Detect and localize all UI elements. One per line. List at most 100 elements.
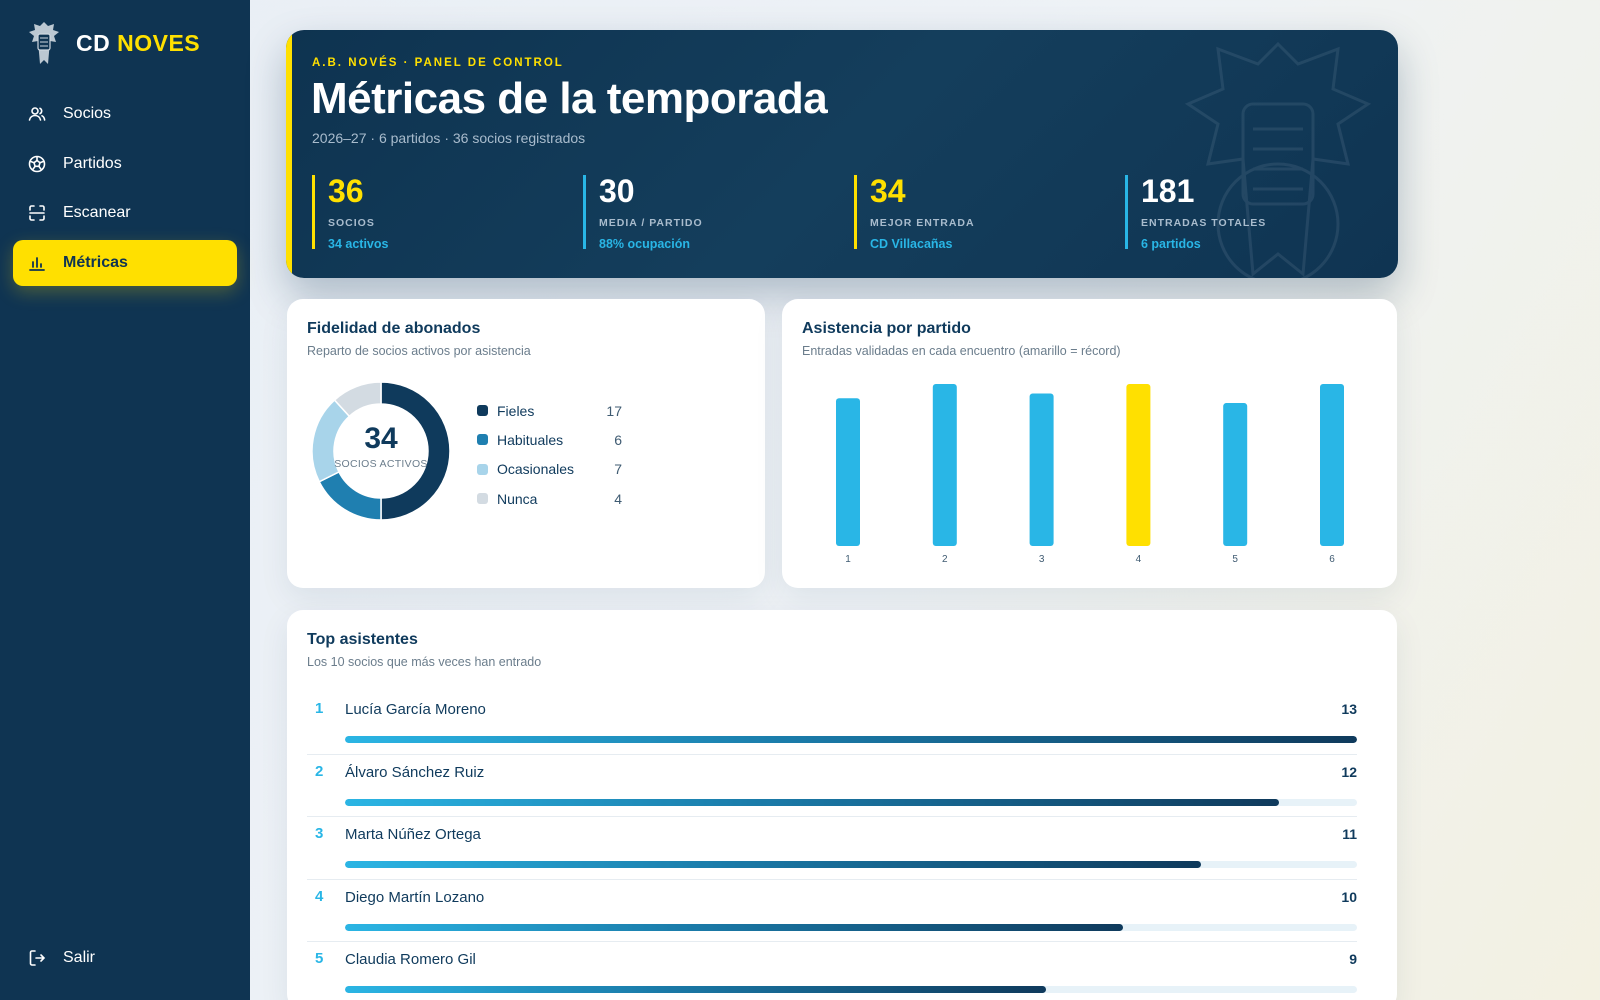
progress-fill: [345, 861, 1202, 868]
nav-item-partidos[interactable]: Partidos: [13, 141, 237, 187]
bar-partido-1: [836, 398, 860, 546]
donut-svg: [311, 381, 451, 521]
crest-watermark-icon: [1184, 41, 1372, 278]
legend-item-ocasionales: Ocasionales 7: [477, 455, 622, 484]
progress-track: [345, 923, 1357, 931]
kpi-value: 30: [599, 173, 635, 209]
donut-center: 34 SOCIOS ACTIVOS: [311, 422, 451, 471]
member-name: Marta Núñez Ortega: [345, 826, 481, 843]
list-item[interactable]: 3 Marta Núñez Ortega 11: [307, 817, 1357, 880]
hero-eyebrow: A.B. NOVÉS · PANEL DE CONTROL: [312, 57, 564, 69]
donut-slice-habituales: [318, 470, 382, 521]
progress-track: [345, 986, 1357, 993]
list-item[interactable]: 2 Álvaro Sánchez Ruiz 12: [307, 755, 1357, 817]
member-name: Claudia Romero Gil: [345, 951, 476, 968]
donut-slice-fieles: [380, 381, 451, 521]
donut-legend: Fieles 17 Habituales 6 Ocasionales 7 Nun…: [477, 396, 622, 513]
member-name: Diego Martín Lozano: [345, 888, 485, 906]
legend-item-nunca: Nunca 4: [477, 484, 622, 513]
top-attendees-card: Top asistentes Los 10 socios que más vec…: [287, 610, 1397, 1000]
list-item[interactable]: 4 Diego Martín Lozano 10: [307, 880, 1357, 942]
kpi-strip: 36 SOCIOS 34 activos 30 MEDIA / PARTIDO …: [312, 175, 1392, 251]
attendance-count: 12: [1341, 763, 1357, 780]
legend-value: 17: [606, 402, 622, 419]
attendance-bar-chart: 1 2 3 4 5 6: [836, 384, 1344, 565]
nav-label: Escanear: [63, 204, 131, 221]
bar-partido-3: [1029, 393, 1054, 546]
legend-label: Ocasionales: [497, 461, 575, 478]
loyalty-card: Fidelidad de abonados Reparto de socios …: [287, 299, 765, 588]
brand[interactable]: CD NOVES: [26, 20, 200, 66]
card-title: Fidelidad de abonados: [307, 320, 481, 337]
kpi-value: 34: [870, 173, 906, 209]
logout-button[interactable]: Salir: [27, 948, 95, 968]
attendance-count: 13: [1341, 701, 1357, 717]
page-title: Métricas de la temporada: [311, 74, 828, 123]
legend-value: 7: [614, 461, 622, 478]
kpi-label: SOCIOS: [328, 217, 375, 229]
x-tick-label: 2: [942, 554, 948, 565]
users-icon: [27, 104, 47, 124]
x-tick-label: 6: [1329, 554, 1335, 565]
nav-item-metricas[interactable]: Métricas: [13, 239, 237, 286]
brand-prefix: CD: [76, 29, 111, 56]
loyalty-donut-chart: 34 SOCIOS ACTIVOS: [311, 381, 451, 521]
brand-accent: NOVES: [117, 29, 201, 56]
legend-label: Nunca: [497, 490, 538, 507]
card-title: Asistencia por partido: [802, 320, 971, 337]
progress-track: [345, 861, 1357, 868]
card-subtitle: Los 10 socios que más veces han entrado: [307, 655, 542, 669]
progress-track: [345, 736, 1357, 743]
nav-item-escanear[interactable]: Escanear: [13, 190, 237, 236]
legend-label: Fieles: [497, 402, 535, 419]
legend-item-habituales: Habituales 6: [477, 425, 622, 454]
list-item[interactable]: 5 Claudia Romero Gil 9: [307, 942, 1357, 1000]
brand-name: CD NOVES: [76, 30, 200, 57]
football-icon: [27, 154, 47, 174]
nav-item-socios[interactable]: Socios: [13, 91, 237, 137]
progress-fill: [345, 798, 1280, 806]
kpi-detail: 6 partidos: [1141, 237, 1201, 251]
card-subtitle: Entradas validadas en cada encuentro (am…: [802, 344, 1121, 358]
donut-center-value: 34: [364, 422, 398, 455]
hero-subtitle: 2026–27 · 6 partidos · 36 socios registr…: [312, 130, 586, 146]
bar-partido-6: [1320, 384, 1344, 546]
kpi-detail: 34 activos: [328, 237, 389, 251]
legend-item-fieles: Fieles 17: [477, 396, 622, 425]
season-hero-banner: A.B. NOVÉS · PANEL DE CONTROL Métricas d…: [286, 30, 1398, 278]
attendance-card: Asistencia por partido Entradas validada…: [782, 299, 1397, 588]
rank-number: 3: [315, 825, 324, 842]
kpi-value: 36: [328, 173, 364, 209]
bar-chart-icon: [27, 253, 47, 273]
legend-swatch: [477, 463, 488, 475]
member-name: Álvaro Sánchez Ruiz: [345, 763, 485, 781]
kpi-entradas-totales: 181 ENTRADAS TOTALES 6 partidos: [1125, 173, 1266, 251]
card-subtitle: Reparto de socios activos por asistencia: [307, 344, 531, 358]
attendance-count: 11: [1342, 826, 1357, 842]
attendance-count: 9: [1349, 951, 1357, 967]
list-item[interactable]: 1 Lucía García Moreno 13: [307, 692, 1357, 755]
top-attendees-list: 1 Lucía García Moreno 13 2 Álvaro Sánche…: [307, 692, 1357, 1000]
bar-partido-2: [932, 384, 957, 546]
x-tick-label: 4: [1136, 554, 1142, 565]
logout-icon: [27, 948, 47, 968]
logout-label: Salir: [63, 949, 96, 966]
kpi-mejor-entrada: 34 MEJOR ENTRADA CD Villacañas: [854, 173, 975, 251]
legend-label: Habituales: [497, 431, 564, 448]
x-tick-label: 1: [845, 554, 851, 565]
rank-number: 4: [315, 887, 324, 905]
member-name: Lucía García Moreno: [345, 701, 486, 718]
kpi-socios: 36 SOCIOS 34 activos: [312, 173, 389, 251]
donut-slice-nunca: [333, 381, 382, 418]
nav-label: Partidos: [63, 154, 122, 172]
legend-swatch: [477, 405, 488, 417]
club-crest-icon: [29, 22, 59, 64]
progress-fill: [345, 736, 1357, 743]
kpi-value: 181: [1141, 173, 1195, 209]
kpi-media-partido: 30 MEDIA / PARTIDO 88% ocupación: [583, 173, 703, 251]
legend-swatch: [477, 434, 488, 446]
kpi-label: MEJOR ENTRADA: [870, 217, 975, 229]
main-nav: Socios Partidos Escanear Métricas: [13, 91, 237, 289]
rank-number: 5: [315, 950, 324, 967]
bar-partido-5: [1223, 403, 1248, 546]
